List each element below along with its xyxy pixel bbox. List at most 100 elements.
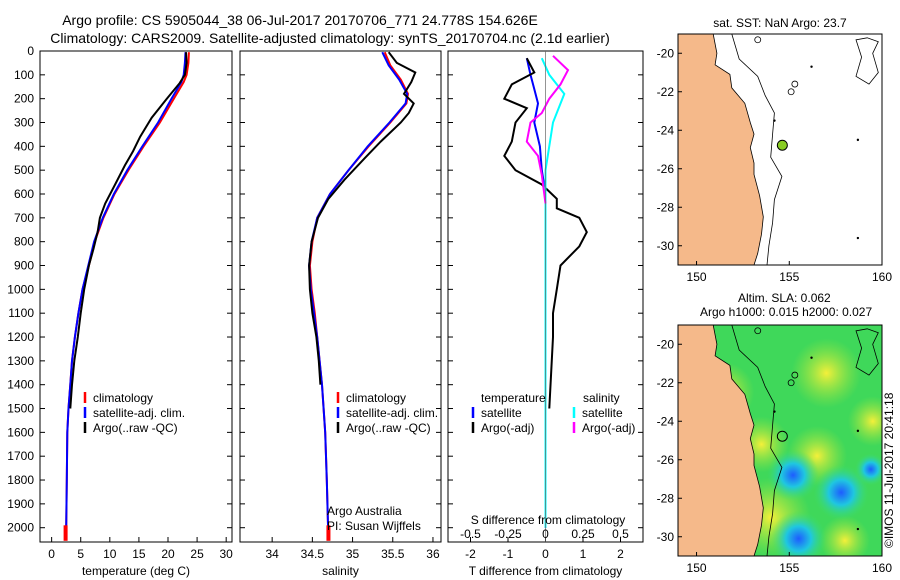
seamount-contour [787, 88, 795, 96]
y-tick-label: -24 [657, 414, 675, 428]
x-tick-label: 35.5 [381, 547, 405, 561]
island-dot [856, 527, 860, 531]
difference-panel: -2 -1 0 1 2 T difference from climatology S di… [447, 50, 644, 578]
x-tick-label: 150 [687, 270, 707, 284]
sla-map-panel: 150 155 160 -20 -22 -24 -26 -28 -30 Altim. SLA: 0… [657, 291, 893, 575]
map-frame [677, 324, 883, 557]
series-line-2 [308, 51, 417, 385]
y-tick-label: 1000 [7, 282, 34, 296]
map-title: Altim. SLA: 0.062 [738, 291, 831, 305]
x-axis-label: salinity [322, 564, 359, 578]
island-dot [810, 65, 813, 68]
reef-contour [855, 37, 879, 85]
legend-label: satellite-adj. clim. [93, 406, 185, 420]
x-tick-label: 5 [77, 547, 84, 561]
x-tick-label: 0 [542, 547, 549, 561]
sla-high [791, 338, 862, 409]
seamount-contour [791, 371, 799, 379]
legend-label: Argo(..raw -QC) [346, 421, 431, 435]
legend-title: salinity [583, 391, 620, 405]
x-tick-label: 155 [779, 270, 799, 284]
y-tick-label: -26 [657, 162, 675, 176]
legend-label: climatology [346, 391, 406, 405]
series-line-2 [69, 52, 188, 409]
x-tick-label: 155 [779, 561, 799, 575]
y-tick-label: -28 [657, 491, 675, 505]
x-tick-label: 34.5 [301, 547, 325, 561]
x-tick-label: 160 [872, 561, 892, 575]
x-tick-label: 2 [617, 547, 624, 561]
y-tick-label: -28 [657, 200, 675, 214]
map-content [678, 34, 882, 265]
panel-note: Argo Australia [327, 504, 402, 518]
argo-position-marker [776, 430, 788, 442]
y-tick-label: 900 [14, 259, 34, 273]
x-tick-label: 36 [426, 547, 440, 561]
top-axis-label: S difference from climatology [471, 513, 626, 527]
island-dot [773, 410, 776, 413]
land-mass [678, 34, 764, 265]
plot-frame [39, 50, 233, 543]
panel-note: PI: Susan Wijffels [327, 519, 421, 533]
x-tick-label: 0 [48, 547, 55, 561]
depth-contour [731, 34, 783, 265]
island-dot [810, 356, 813, 359]
island-dot [856, 236, 860, 240]
x-tick-label: 15 [132, 547, 146, 561]
plot-frame [239, 50, 442, 543]
seamount-contour [787, 379, 795, 387]
map-content [678, 325, 882, 556]
top-tick-label: 0 [542, 527, 549, 541]
y-tick-label: 2000 [7, 521, 34, 535]
legend-label: satellite [582, 406, 623, 420]
x-tick-label: 150 [687, 561, 707, 575]
legend-title: temperature [481, 391, 546, 405]
legend-label: Argo(-adj) [582, 421, 635, 435]
legend-label: satellite [481, 406, 522, 420]
title-line-1: Argo profile: CS 5905044_38 06-Jul-2017 … [62, 12, 538, 28]
top-tick-label: -0.5 [460, 527, 481, 541]
map-subtitle: Argo h1000: 0.015 h2000: 0.027 [700, 305, 872, 319]
seamount-contour [754, 327, 762, 335]
sla-high [847, 396, 882, 447]
y-tick-label: 1300 [7, 354, 34, 368]
legend-label: Argo(..raw -QC) [93, 421, 178, 435]
y-tick-label: 1600 [7, 425, 34, 439]
temperature-panel: 0 5 10 15 20 25 30 temperature (deg C) 0 100 200 30… [7, 44, 233, 578]
top-tick-label: 0.25 [571, 527, 595, 541]
x-tick-label: 35 [346, 547, 360, 561]
y-tick-label: 1200 [7, 330, 34, 344]
island-dot [856, 138, 860, 142]
y-tick-label: -22 [657, 376, 675, 390]
y-tick-label: -30 [657, 530, 675, 544]
y-tick-label: 1700 [7, 449, 34, 463]
sst-map-panel: 150 155 160 -20 -22 -24 -26 -28 -30 sat. SST: NaN… [657, 16, 893, 284]
x-tick-label: 30 [220, 547, 234, 561]
y-tick-label: 200 [14, 92, 34, 106]
y-tick-label: -20 [657, 337, 675, 351]
y-tick-label: -22 [657, 85, 675, 99]
y-tick-label: 700 [14, 211, 34, 225]
x-tick-label: 34 [265, 547, 279, 561]
imos-timestamp: ©IMOS 11-Jul-2017 20:41:18 [882, 392, 896, 548]
y-tick-label: 0 [27, 44, 34, 58]
map-frame [677, 33, 883, 266]
depth-contour [731, 325, 783, 556]
series-line-1 [502, 57, 588, 409]
top-tick-label: -0.25 [494, 527, 522, 541]
x-tick-label: -1 [503, 547, 514, 561]
island-dot [773, 119, 776, 122]
x-tick-label: 1 [580, 547, 587, 561]
y-tick-label: -30 [657, 239, 675, 253]
map-title: sat. SST: NaN Argo: 23.7 [713, 16, 847, 30]
y-tick-label: 1100 [8, 306, 34, 320]
legend-label: climatology [93, 391, 153, 405]
argo-position-marker [776, 139, 788, 151]
y-tick-label: 600 [14, 187, 34, 201]
y-tick-label: 1900 [7, 497, 34, 511]
x-tick-label: 10 [103, 547, 117, 561]
island-dot [856, 429, 860, 433]
x-axis-label: temperature (deg C) [82, 564, 190, 578]
sla-eddy [813, 464, 870, 521]
